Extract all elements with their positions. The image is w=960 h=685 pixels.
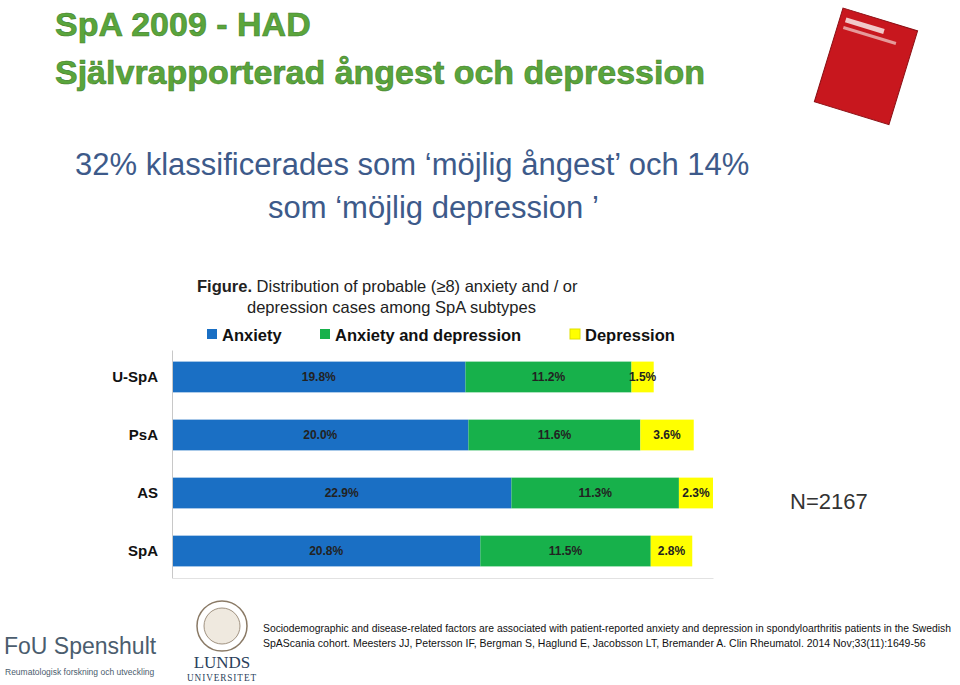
bar-segment [679,478,713,509]
heading: SpA 2009 - HAD [55,5,311,43]
legend-swatch [570,329,580,339]
bar-segment [480,536,650,567]
logo-text: LUNDS [194,653,251,672]
x-axis-line [173,578,714,579]
category-label: U-SpA [112,368,158,385]
data-label: 1.5% [629,370,657,384]
bar-segment [172,478,511,509]
citation: Sociodemographic and disease-related fac… [263,622,951,634]
bar-segment [465,362,631,393]
data-label: 11.2% [532,370,566,384]
y-tick: SpA [128,542,172,559]
legend-item: Anxiety [207,326,282,344]
bar-segment [651,536,693,567]
citation: SpAScania cohort. Meesters JJ, Petersson… [263,637,926,649]
legend-label: Anxiety [222,326,282,344]
book-line [843,26,896,45]
data-label: 20.8% [309,544,343,558]
chart-title: depression cases among SpA subtypes [247,298,536,316]
legend-label: Anxiety and depression [335,326,521,344]
subtitle: som ‘möjlig depression ’ [268,190,599,225]
data-label: 3.6% [653,428,681,442]
data-label: 2.3% [682,486,710,500]
book-image [814,8,917,125]
bar-segment [640,420,693,451]
y-axis-line [172,351,173,579]
data-labels: 19.8% 20.0% 22.9% 20.8% 11.2% 11.6% 11.3% 11.5%… [302,370,710,558]
data-label: 11.5% [549,544,583,558]
seal [204,608,240,644]
seal [197,601,247,651]
legend-label: Depression [585,326,675,344]
y-tick: U-SpA [112,368,172,385]
bar-segment [172,536,480,567]
logo-text: UNIVERSITET [187,672,257,683]
subtitle: 32% klassificerades som ‘möjlig ångest’ … [75,147,749,182]
data-label: 22.9% [325,486,359,500]
chart-title: Figure. Distribution of probable (≥8) an… [197,277,578,295]
category-label: SpA [128,542,158,559]
heading: Självrapporterad ångest och depression [55,53,705,91]
legend-item: Anxiety and depression [320,326,521,344]
bar-segment [468,420,640,451]
x-axis [173,578,714,579]
legend-item: Depression [570,326,675,344]
bars [172,362,713,567]
slide: SpA 2009 - HAD Självrapporterad ångest oc… [0,0,960,685]
legend-swatch [320,329,330,339]
y-tick: PsA [129,426,172,443]
category-label: PsA [129,426,158,443]
book-cover [814,8,917,125]
category-label: AS [137,484,158,501]
book-line [845,17,885,33]
legend-swatch [207,329,217,339]
logo-text: FoU Spenshult [4,633,157,659]
data-label: 19.8% [302,370,336,384]
y-tick: AS [137,484,172,501]
logo-text: Reumatologisk forskning och utveckling [5,667,155,677]
data-label: 11.6% [538,428,572,442]
y-axis: U-SpA PsA AS SpA [112,351,172,579]
data-label: 11.3% [578,486,612,500]
bar-segment [511,478,678,509]
bar-segment [172,362,465,393]
data-label: 20.0% [303,428,337,442]
bar-segment [172,420,468,451]
data-label: 2.8% [658,544,686,558]
annotation: N=2167 [790,489,868,514]
